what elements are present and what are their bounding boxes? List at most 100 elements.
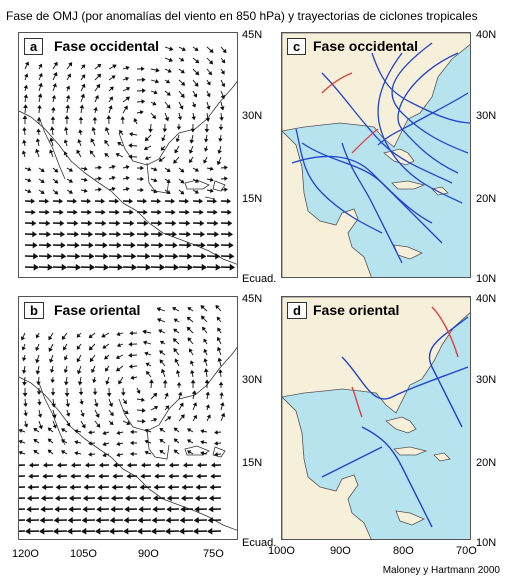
wind-vector-head (116, 342, 121, 348)
panel-d-tick-10n: 10N (476, 537, 497, 549)
wind-vector-head (159, 438, 164, 443)
cyclone-track-red (321, 72, 353, 94)
wind-vector-head (162, 379, 168, 384)
wind-vector-head (159, 253, 165, 260)
wind-vector-head (187, 450, 192, 455)
wind-vector-head (131, 253, 137, 260)
wind-vector-head (173, 348, 178, 353)
wind-vector-head (81, 74, 86, 79)
wind-vector-head (128, 143, 133, 148)
wind-vector-head (176, 126, 182, 131)
wind-vector-head (54, 495, 60, 502)
wind-vector-head (35, 346, 40, 352)
wind-vector-head (154, 79, 160, 84)
wind-vector-head (189, 139, 195, 144)
wind-vector-head (152, 495, 158, 502)
wind-vector-head (209, 188, 214, 193)
wind-vector-head (117, 263, 124, 271)
wind-vector-head (175, 369, 181, 374)
wind-vector-head (180, 179, 185, 184)
wind-vector-head (130, 429, 134, 435)
wind-vector-head (53, 61, 58, 67)
wind-vector-head (64, 115, 70, 119)
figure-credit: Maloney y Hartmann 2000 (382, 565, 500, 576)
wind-vector-head (201, 263, 208, 271)
wind-vector-head (128, 364, 133, 369)
wind-vector-head (108, 402, 114, 408)
wind-vector-head (116, 452, 121, 457)
wind-vector-head (74, 231, 80, 238)
wind-vector-head (50, 379, 55, 384)
wind-vector-head (192, 527, 199, 535)
wind-vector-head (159, 263, 166, 271)
wind-vector-head (228, 231, 234, 238)
panel-d-label: Fase oriental (313, 302, 400, 318)
wind-vector-head (173, 328, 178, 333)
wind-vector-head (220, 401, 225, 407)
wind-vector-head (104, 152, 109, 157)
panel-d-letter: d (287, 302, 307, 319)
wind-vector-head (128, 154, 133, 160)
wind-vector-head (203, 348, 208, 353)
wind-vector-head (124, 506, 130, 513)
panel-a-tick-45n: 45N (242, 29, 263, 41)
wind-vector-head (193, 93, 198, 98)
wind-vectors-a (21, 46, 236, 271)
wind-vector-head (157, 317, 162, 323)
wind-vector-head (48, 347, 53, 352)
wind-vector-head (228, 242, 234, 249)
wind-vector-head (38, 82, 43, 87)
wind-vector-head (82, 495, 88, 502)
wind-vector-head (166, 179, 171, 184)
wind-vector-head (41, 484, 47, 491)
wind-vector-head (173, 427, 178, 432)
wind-vector-head (102, 231, 108, 238)
wind-vector-head (38, 72, 43, 78)
wind-vector-head (33, 438, 38, 443)
wind-vector-head (194, 495, 200, 502)
wind-vector-head (27, 484, 33, 491)
panel-b-tick-equator: Ecuad. (242, 537, 277, 549)
wind-vector-head (224, 187, 228, 192)
wind-vector-head (166, 91, 171, 96)
wind-vector-head (116, 331, 121, 337)
wind-vector-head (180, 93, 185, 98)
wind-vector-head (65, 412, 71, 417)
wind-vector-head (88, 452, 92, 457)
wind-vector-head (49, 137, 55, 142)
wind-vector-head (26, 506, 32, 513)
wind-vector-head (68, 495, 74, 502)
panel-a-tick-15n: 15N (242, 193, 263, 205)
panel-c-tick-10n: 10N (476, 273, 497, 285)
wind-vector-head (109, 421, 114, 426)
panel-c-letter: c (287, 38, 307, 55)
wind-vector-head (66, 422, 71, 427)
wind-vector-head (209, 484, 215, 491)
wind-vector-head (109, 96, 113, 101)
wind-vector-head (80, 93, 86, 98)
wind-vector-head (65, 94, 71, 99)
wind-vector-head (56, 473, 61, 479)
wind-vector-head (45, 220, 51, 227)
wind-vector-head (98, 176, 102, 181)
wind-vector-head (21, 150, 27, 155)
wind-vector-head (178, 527, 185, 535)
wind-vector-head (126, 473, 131, 479)
wind-vector-head (166, 190, 171, 195)
wind-vector-head (129, 220, 135, 227)
wind-vector-head (216, 160, 222, 166)
wind-vector-head (109, 86, 114, 91)
wind-vector-head (96, 83, 101, 89)
wind-vector-head (75, 263, 82, 271)
lon-tick-70o: 70O (456, 545, 477, 557)
wind-vector-head (98, 462, 104, 468)
wind-vector-head (130, 440, 134, 446)
wind-vector-head (191, 103, 197, 108)
wind-vector-head (91, 368, 96, 374)
wind-vector-head (33, 449, 38, 454)
wind-vector-head (49, 358, 54, 363)
wind-vector-head (140, 187, 144, 193)
wind-vector-head (100, 198, 106, 204)
wind-vector-head (172, 242, 178, 249)
wind-vector-head (142, 340, 148, 345)
